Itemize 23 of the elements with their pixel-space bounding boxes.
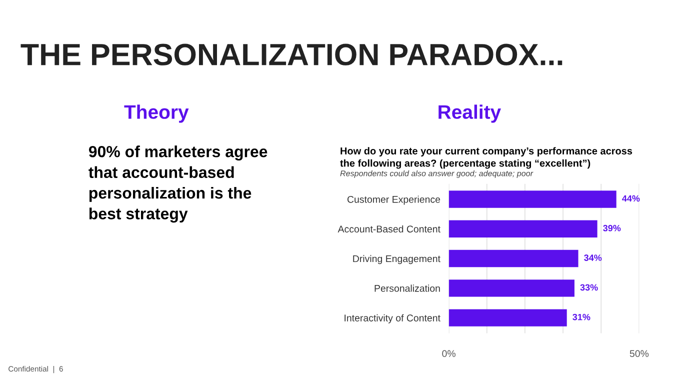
chart-title: Reality [438, 104, 501, 123]
bar [448, 250, 578, 268]
y-tick-label: Interactivity of Content [344, 314, 440, 324]
data-label: 34% [584, 254, 602, 261]
data-label: 31% [572, 314, 590, 320]
bar [448, 220, 598, 238]
text: Theory [124, 104, 189, 123]
y-tick-label: Customer Experience [347, 196, 440, 205]
text: THE PERSONALIZATION PARADOX... [20, 44, 562, 66]
text: Respondents could also answer good; adequate; poor [340, 170, 534, 178]
chart-subtitle: How do you rate your current company’s performance across the following areas? (percentage stating “excellent”) [340, 147, 632, 169]
data-label: 39% [603, 224, 621, 232]
y-tick-label: Driving Engagement [353, 255, 440, 264]
bar [448, 190, 616, 208]
y-tick-label: Personalization [374, 284, 440, 292]
x-tick-label: 0% [442, 350, 456, 358]
data-label: 44% [622, 195, 640, 202]
bar [448, 280, 574, 297]
y-tick-label: Account-Based Content [338, 225, 440, 232]
text: 90% of marketers agree that account-based personalization is the best strategy [88, 146, 268, 223]
bar [448, 309, 567, 326]
data-label: 33% [580, 284, 598, 291]
x-tick-label: 50% [630, 350, 649, 358]
